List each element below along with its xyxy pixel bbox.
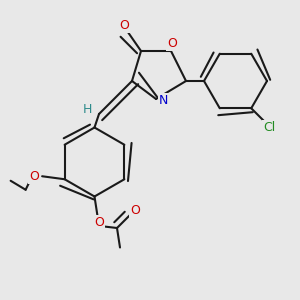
Text: H: H xyxy=(82,103,92,116)
Text: O: O xyxy=(30,170,40,183)
Text: O: O xyxy=(168,37,177,50)
Text: O: O xyxy=(130,203,140,217)
Text: N: N xyxy=(159,94,168,107)
Text: Cl: Cl xyxy=(263,121,275,134)
Text: O: O xyxy=(94,216,104,229)
Text: O: O xyxy=(120,19,129,32)
